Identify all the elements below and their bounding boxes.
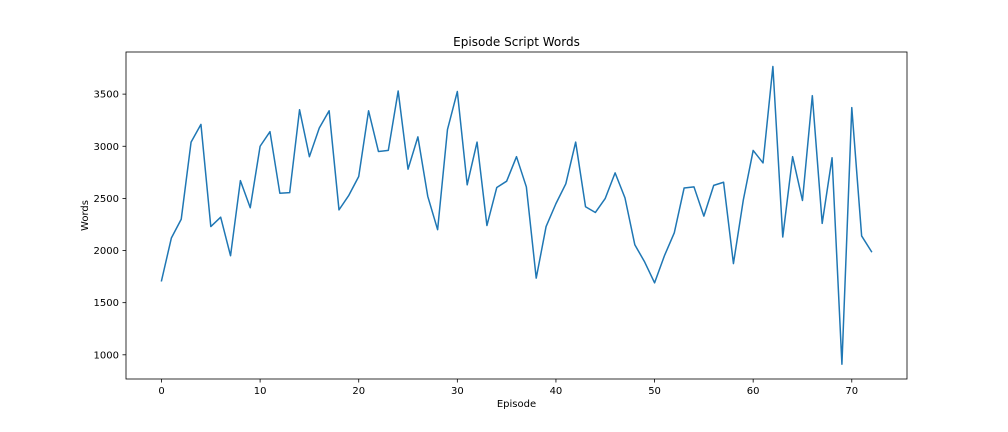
x-tick-label: 40: [550, 386, 563, 397]
y-tick-label: 1000: [94, 350, 119, 361]
x-tick-label: 20: [352, 386, 365, 397]
x-axis-ticks: 0 10 20 30 40 50 60 70: [158, 379, 858, 397]
x-tick-label: 30: [451, 386, 464, 397]
series-line: [160, 65, 873, 365]
y-axis-label: Words: [80, 200, 91, 231]
x-tick-label: 50: [648, 386, 661, 397]
y-tick-label: 1500: [94, 298, 119, 309]
y-tick-label: 2500: [94, 194, 119, 205]
x-tick-label: 60: [747, 386, 760, 397]
x-tick-label: 70: [845, 386, 858, 397]
x-axis-label: Episode: [497, 399, 536, 410]
chart-title: Episode Script Words: [453, 35, 580, 49]
plot-frame: [125, 51, 908, 380]
x-tick-label: 10: [254, 386, 267, 397]
y-tick-label: 3500: [94, 90, 119, 101]
x-tick-label: 0: [158, 386, 164, 397]
plot-area: [126, 52, 907, 379]
y-tick-label: 2000: [94, 246, 119, 257]
y-axis-ticks: 1000 1500 2000 2500 3000 3500: [94, 90, 126, 361]
y-tick-label: 3000: [94, 142, 119, 153]
